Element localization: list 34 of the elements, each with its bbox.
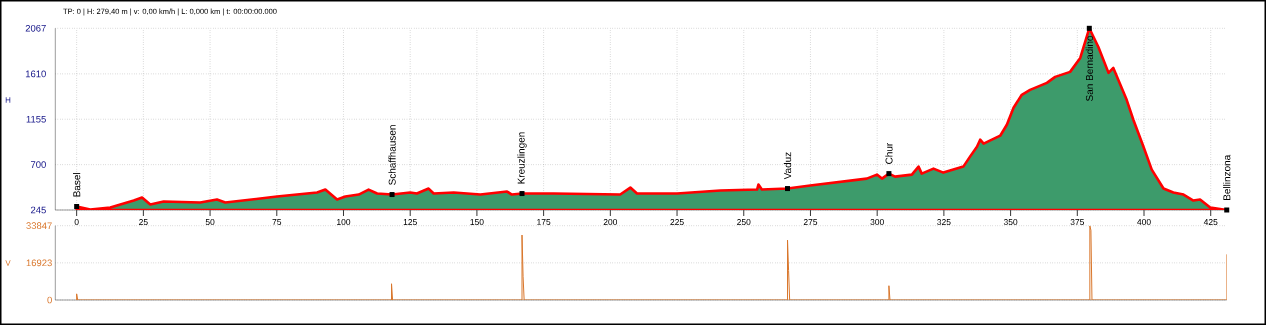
annotation: Bellinzona: [1223, 154, 1231, 200]
line-series: [76, 225, 1227, 300]
x-tick-label: 125: [403, 219, 417, 226]
x-tick-label: 200: [603, 219, 618, 226]
x-tick-label: 225: [670, 219, 684, 226]
y-tick-label: 2067: [25, 24, 46, 32]
x-tick-label: 400: [1137, 219, 1151, 226]
annotation: Kreuzlingen: [517, 132, 527, 184]
x-tick-label: 100: [337, 219, 351, 226]
annotation: Schaffhausen: [388, 125, 396, 185]
x-tick-label: 275: [803, 219, 818, 226]
x-tick-label: 250: [737, 219, 751, 226]
x-tick-label: 50: [205, 219, 215, 226]
y-tick-label: 0: [47, 296, 52, 304]
y-tick-label: 33847: [26, 222, 52, 230]
x-tick-label: 150: [470, 219, 484, 226]
x-tick-label: 75: [272, 219, 282, 225]
x-tick-label: 375: [1070, 219, 1085, 226]
x-tick-label: 25: [139, 219, 148, 226]
x-tick-label: 0: [74, 219, 79, 226]
y-tick-label: 1610: [25, 70, 46, 78]
x-tick-label: 425: [1203, 219, 1218, 226]
y-tick-label: 16923: [26, 259, 52, 267]
annotation: San Bernadino: [1085, 35, 1093, 101]
x-tick-label: 300: [870, 219, 884, 226]
y-tick-label: 245: [30, 206, 46, 214]
annotation: Basel: [72, 173, 81, 197]
y-tick-label: 700: [30, 161, 46, 168]
x-tick-label: 325: [937, 219, 951, 226]
y-tick-label: 1155: [26, 115, 46, 123]
x-tick-label: 175: [537, 219, 551, 225]
annotation: Vaduz: [783, 152, 792, 180]
annotation: Chur: [885, 142, 893, 164]
x-tick-label: 350: [1003, 219, 1018, 226]
